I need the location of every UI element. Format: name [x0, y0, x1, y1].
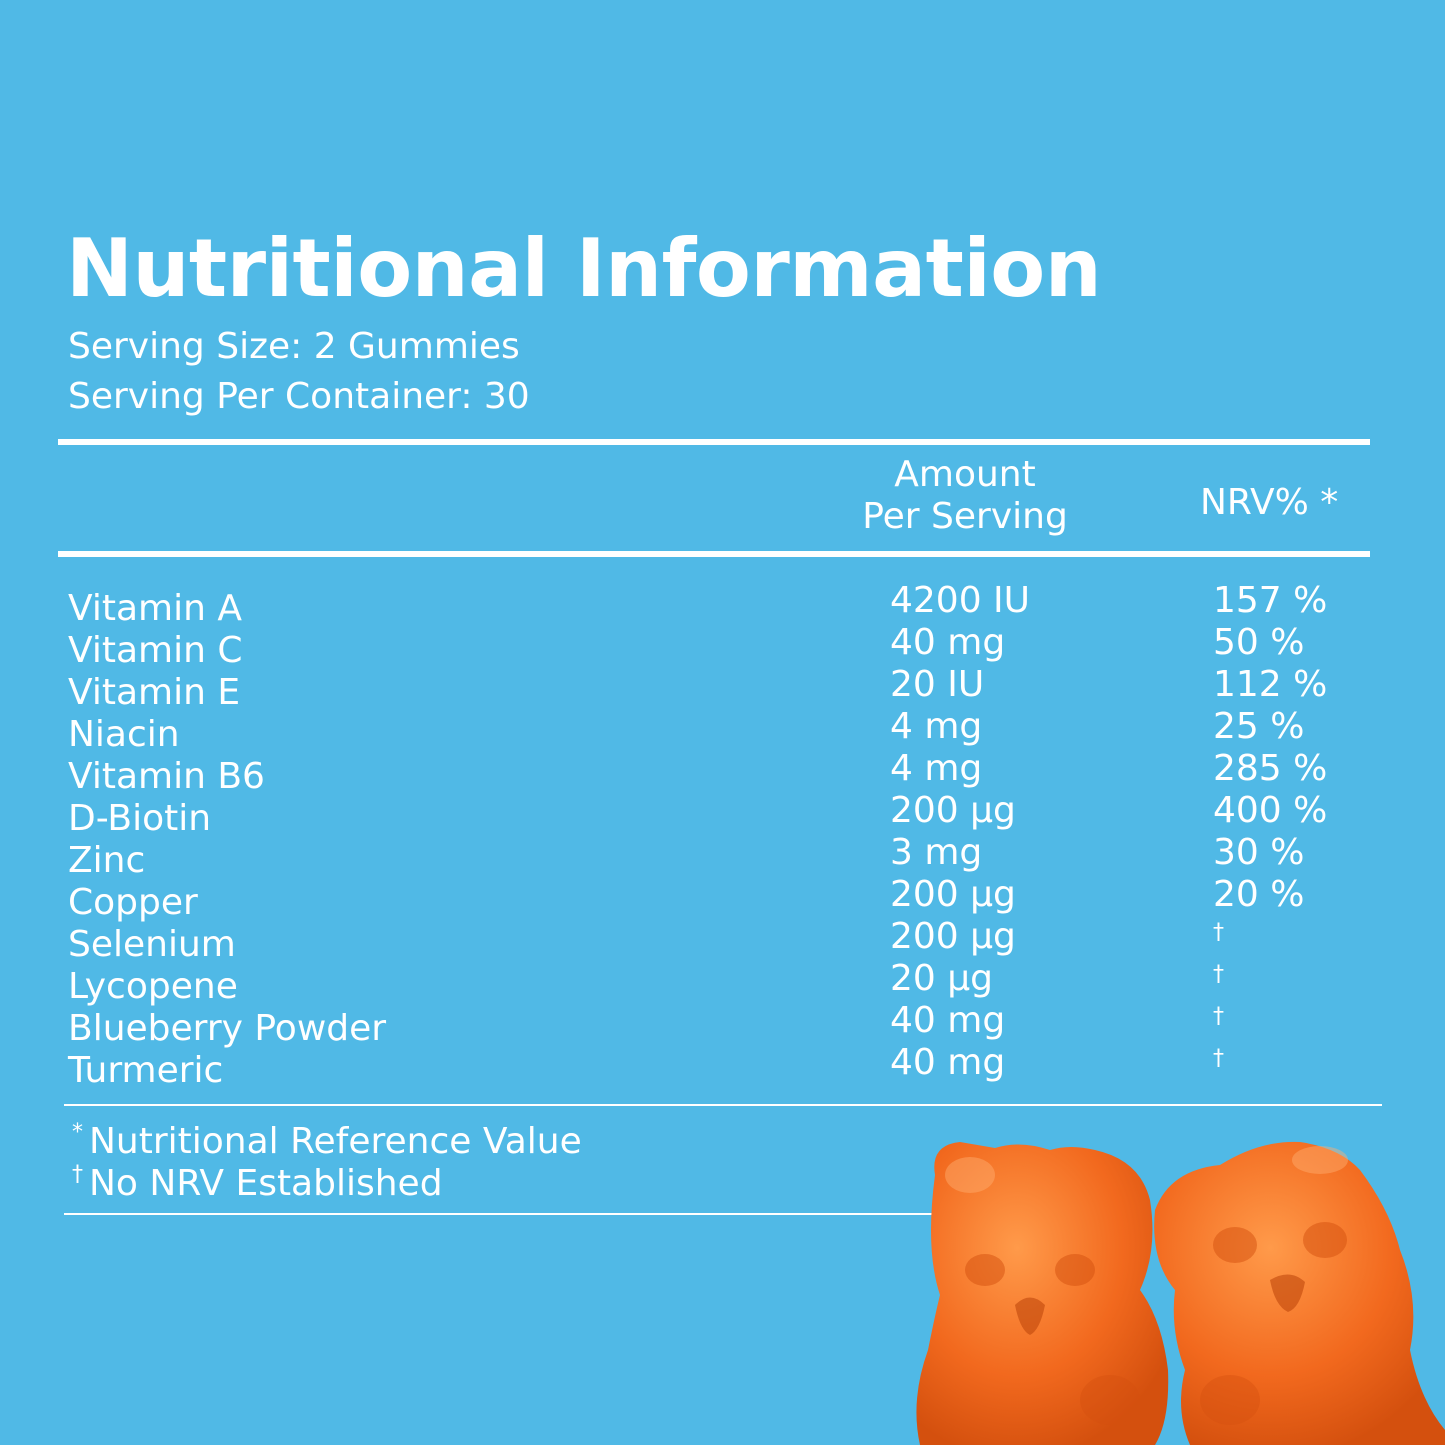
nrv-column-header: NRV% *: [1200, 482, 1339, 523]
asterisk-symbol: *: [72, 1120, 83, 1145]
serving-size: Serving Size: 2 Gummies: [68, 326, 520, 367]
nutrient-amount: 40 mg: [890, 1000, 1006, 1041]
nutrient-name: Copper: [68, 882, 198, 923]
nutrient-nrv: †: [1213, 1046, 1224, 1071]
nutrient-name: Zinc: [68, 840, 146, 881]
table-bottom-divider: [64, 1104, 1382, 1106]
nutrient-name: Selenium: [68, 924, 236, 965]
footnote-no-nrv: † No NRV Established: [72, 1162, 443, 1204]
nutrient-amount: 4 mg: [890, 748, 983, 789]
nutrient-amount: 200 µg: [890, 916, 1016, 957]
nutrient-nrv: †: [1213, 962, 1224, 987]
nutrient-amount: 4 mg: [890, 706, 983, 747]
nutrient-amount: 20 IU: [890, 664, 985, 705]
nutrient-name: D-Biotin: [68, 798, 212, 839]
gummy-bear-left: [916, 1142, 1169, 1445]
nutrient-nrv: 157 %: [1213, 580, 1328, 621]
amount-header-line2: Per Serving: [862, 496, 1068, 537]
nutrient-name: Vitamin B6: [68, 756, 265, 797]
nutrient-amount: 40 mg: [890, 622, 1006, 663]
footnote-nrv-text: Nutritional Reference Value: [89, 1121, 582, 1162]
nutrient-name: Turmeric: [68, 1050, 224, 1091]
nutrient-nrv: 112 %: [1213, 664, 1328, 705]
nutrient-amount: 40 mg: [890, 1042, 1006, 1083]
header-divider: [58, 551, 1370, 557]
gummy-bears-image: [916, 1141, 1445, 1445]
footnote-nrv: * Nutritional Reference Value: [72, 1120, 582, 1162]
nutrient-nrv: 25 %: [1213, 706, 1305, 747]
dagger-symbol: †: [72, 1162, 83, 1187]
nutrient-name: Niacin: [68, 714, 180, 755]
page-title: Nutritional Information: [66, 222, 1102, 315]
nutrient-nrv: †: [1213, 920, 1224, 945]
nutrient-amount: 20 µg: [890, 958, 994, 999]
amount-column-header: Amount Per Serving: [860, 454, 1070, 538]
footnote-divider: [64, 1213, 934, 1215]
nutrient-nrv: 285 %: [1213, 748, 1328, 789]
amount-header-line1: Amount: [894, 454, 1036, 495]
nutrient-nrv: †: [1213, 1004, 1224, 1029]
nutrient-amount: 200 µg: [890, 874, 1016, 915]
nutrient-amount: 3 mg: [890, 832, 983, 873]
nutrient-nrv: 20 %: [1213, 874, 1305, 915]
nutrient-nrv: 400 %: [1213, 790, 1328, 831]
nutrient-name: Blueberry Powder: [68, 1008, 387, 1049]
nutrient-name: Vitamin C: [68, 630, 243, 671]
servings-per-container: Serving Per Container: 30: [68, 376, 530, 417]
nutrient-nrv: 50 %: [1213, 622, 1305, 663]
nutrient-amount: 200 µg: [890, 790, 1016, 831]
nutrient-nrv: 30 %: [1213, 832, 1305, 873]
nutrient-name: Vitamin A: [68, 588, 242, 629]
nutrient-name: Lycopene: [68, 966, 238, 1007]
nutrient-amount: 4200 IU: [890, 580, 1031, 621]
footnote-no-nrv-text: No NRV Established: [89, 1163, 443, 1204]
nutrient-name: Vitamin E: [68, 672, 241, 713]
gummy-bear-right: [1154, 1141, 1445, 1445]
top-divider: [58, 439, 1370, 445]
